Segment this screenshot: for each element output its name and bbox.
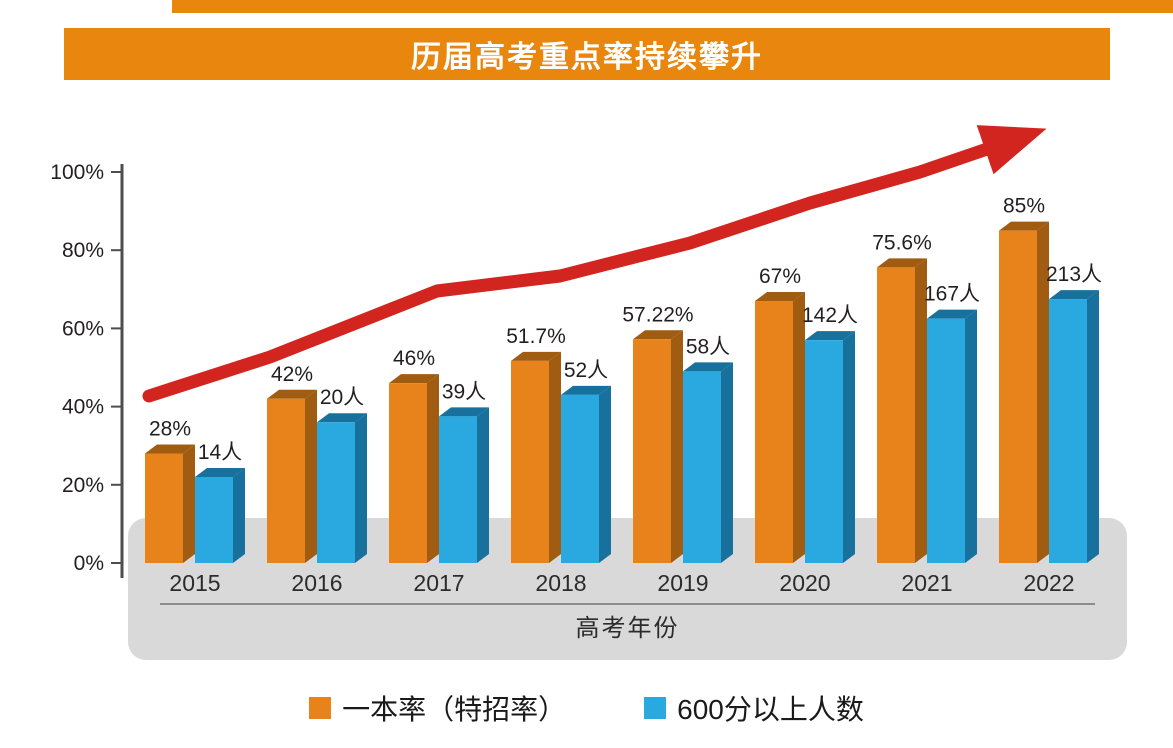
- bar-top-face: [511, 351, 561, 361]
- bar-value-label: 213人: [1046, 263, 1102, 286]
- bar-side-face: [721, 362, 733, 563]
- legend-item-secondary: 600分以上人数: [644, 688, 864, 728]
- bar-side-face: [671, 330, 683, 563]
- legend: 一本率（特招率） 600分以上人数: [0, 688, 1173, 728]
- x-tick-label: 2022: [1023, 570, 1074, 596]
- bar-value-label: 42%: [271, 363, 313, 386]
- bar-front: [927, 318, 965, 563]
- bar-front: [195, 476, 233, 563]
- bar-front: [805, 340, 843, 563]
- title-banner: 历届高考重点率持续攀升: [64, 28, 1110, 80]
- bar-side-face: [549, 351, 561, 563]
- bar-front: [877, 267, 915, 563]
- bar-side-face: [233, 467, 245, 563]
- y-tick-label: 20%: [62, 474, 104, 497]
- bar-side-face: [427, 374, 439, 563]
- x-tick-label: 2019: [657, 570, 708, 596]
- page-title: 历届高考重点率持续攀升: [411, 41, 763, 74]
- bar-side-face: [183, 444, 195, 563]
- bar-side-face: [793, 292, 805, 563]
- bar-front: [267, 398, 305, 563]
- bar-front: [439, 416, 477, 563]
- x-tick-label: 2016: [291, 570, 342, 596]
- bar-front: [317, 422, 355, 563]
- y-tick-label: 100%: [50, 161, 104, 184]
- legend-swatch-primary: [309, 697, 332, 719]
- bar-front: [511, 360, 549, 563]
- legend-item-primary: 一本率（特招率）: [309, 688, 566, 728]
- bar-top-face: [755, 292, 805, 302]
- bar-top-face: [561, 385, 611, 395]
- bar-top-face: [805, 331, 855, 341]
- legend-swatch-secondary: [644, 697, 667, 719]
- bar-front: [683, 371, 721, 563]
- y-tick-label: 60%: [62, 317, 104, 340]
- legend-label-primary: 一本率（特招率）: [342, 694, 567, 725]
- bar-value-label: 20人: [320, 386, 364, 409]
- bar-front: [145, 453, 183, 563]
- bar-side-face: [965, 309, 977, 563]
- bar-value-label: 75.6%: [872, 231, 932, 254]
- bar-front: [389, 383, 427, 563]
- bar-side-face: [915, 258, 927, 563]
- y-tick-label: 0%: [74, 552, 104, 575]
- bar-front: [633, 339, 671, 563]
- bar-side-face: [1037, 221, 1049, 563]
- bar-value-label: 28%: [149, 418, 191, 441]
- top-strip: [172, 0, 1173, 13]
- bar-value-label: 58人: [686, 335, 730, 358]
- bar-top-face: [1049, 290, 1099, 300]
- bar-value-label: 142人: [802, 304, 858, 327]
- bar-top-face: [999, 221, 1049, 231]
- y-tick-label: 80%: [62, 239, 104, 262]
- bar-value-label: 167人: [924, 283, 980, 306]
- bar-side-face: [1087, 290, 1099, 563]
- bar-top-face: [683, 362, 733, 372]
- chart: 100% 80% 60% 40% 20% 0% 28% 14人 2015 42% 20人 2016 46…: [50, 125, 1127, 660]
- x-tick-label: 2017: [413, 570, 464, 596]
- bar-top-face: [145, 444, 195, 454]
- bar-value-label: 85%: [1003, 195, 1045, 218]
- legend-label-secondary: 600分以上人数: [677, 694, 864, 725]
- bar-top-face: [267, 389, 317, 399]
- bar-top-face: [195, 467, 245, 477]
- bar-top-face: [439, 407, 489, 417]
- x-axis-title: 高考年份: [575, 615, 680, 642]
- x-tick-label: 2015: [169, 570, 220, 596]
- bar-front: [561, 394, 599, 563]
- bar-front: [999, 230, 1037, 563]
- trend-arrow: [142, 125, 1047, 403]
- bar-top-face: [633, 330, 683, 340]
- bar-top-face: [389, 374, 439, 384]
- bar-side-face: [355, 413, 367, 563]
- bar-side-face: [477, 407, 489, 563]
- bar-side-face: [843, 331, 855, 563]
- y-tick-label: 40%: [62, 396, 104, 419]
- bar-side-face: [599, 385, 611, 563]
- bar-value-label: 39人: [442, 380, 486, 403]
- bar-top-face: [317, 413, 367, 423]
- bar-value-label: 51.7%: [506, 325, 566, 348]
- bar-front: [1049, 299, 1087, 563]
- bar-top-face: [877, 258, 927, 268]
- x-tick-label: 2021: [901, 570, 952, 596]
- bar-value-label: 52人: [564, 359, 608, 382]
- bar-side-face: [305, 389, 317, 563]
- bar-value-label: 14人: [198, 441, 242, 464]
- bar-value-label: 57.22%: [622, 303, 693, 326]
- x-tick-label: 2020: [779, 570, 830, 596]
- bar-value-label: 67%: [759, 265, 801, 288]
- bar-top-face: [927, 309, 977, 319]
- x-tick-label: 2018: [535, 570, 586, 596]
- bar-value-label: 46%: [393, 347, 435, 370]
- bar-front: [755, 301, 793, 563]
